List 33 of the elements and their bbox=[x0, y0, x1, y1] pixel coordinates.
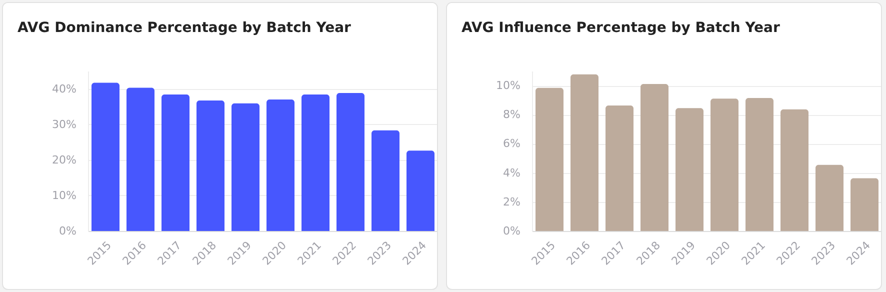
bar bbox=[816, 164, 844, 231]
bar bbox=[162, 94, 190, 231]
bar bbox=[780, 109, 808, 231]
y-tick-label: 30% bbox=[52, 118, 76, 131]
y-tick-label: 10% bbox=[496, 79, 520, 92]
bar bbox=[746, 98, 774, 231]
bar bbox=[232, 103, 260, 231]
bar bbox=[606, 105, 634, 231]
y-tick-label: 4% bbox=[503, 166, 520, 180]
y-tick-label: 20% bbox=[52, 153, 76, 166]
bar bbox=[266, 99, 294, 231]
y-tick-label: 40% bbox=[52, 82, 76, 96]
bar bbox=[640, 84, 668, 231]
bar bbox=[92, 82, 120, 231]
y-tick-label: 8% bbox=[503, 108, 520, 122]
bar bbox=[372, 130, 400, 231]
bar bbox=[406, 150, 434, 231]
bar bbox=[710, 98, 738, 231]
bar bbox=[850, 178, 878, 231]
bar bbox=[126, 88, 154, 231]
y-tick-label: 2% bbox=[503, 195, 520, 208]
bar bbox=[302, 94, 330, 231]
bar bbox=[676, 108, 704, 231]
bar bbox=[336, 93, 364, 231]
bar bbox=[196, 100, 224, 231]
y-tick-label: 6% bbox=[503, 137, 520, 150]
y-tick-label: 0% bbox=[59, 224, 76, 238]
chart-title: AVG Dominance Percentage by Batch Year bbox=[18, 20, 352, 36]
bar bbox=[570, 74, 598, 231]
y-tick-label: 0% bbox=[503, 224, 520, 238]
y-tick-label: 10% bbox=[52, 188, 76, 202]
bar bbox=[536, 88, 564, 231]
chart-title: AVG Influence Percentage by Batch Year bbox=[462, 20, 780, 36]
